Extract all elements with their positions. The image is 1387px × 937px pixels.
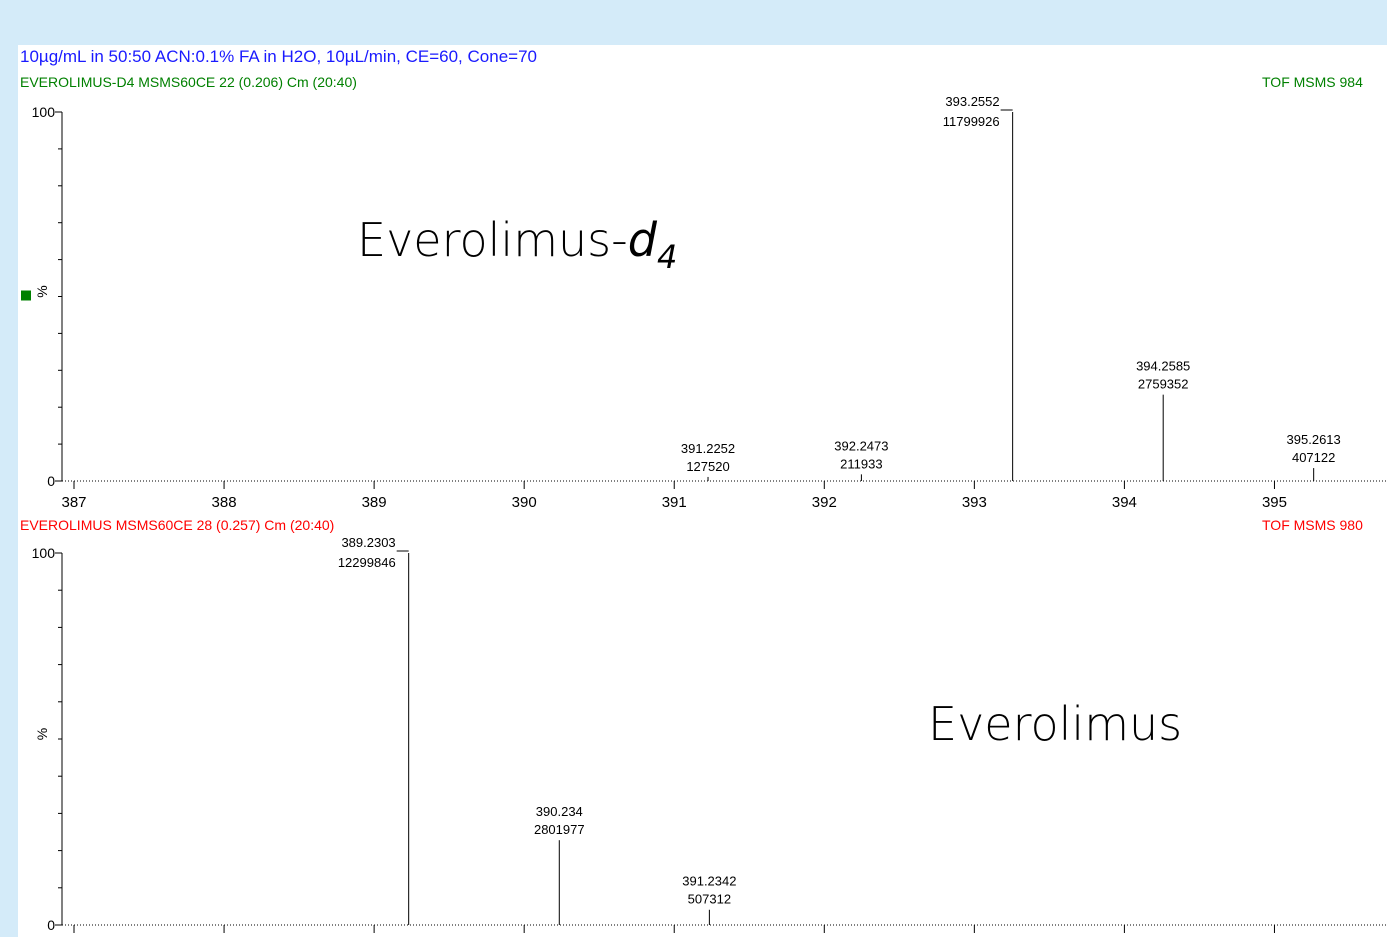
page-title: 10µg/mL in 50:50 ACN:0.1% FA in H2O, 10µ… — [20, 47, 537, 66]
annotation-italic: d — [628, 213, 658, 267]
x-tick-label: 387 — [61, 494, 86, 511]
peak-count-label: 2759352 — [1138, 377, 1189, 392]
peak-count-label: 507312 — [688, 892, 731, 907]
peak-mz-label: 391.2252 — [681, 441, 735, 456]
annotation-subscript: 4 — [657, 238, 677, 276]
annotation-text: Everolimus — [928, 697, 1182, 751]
peak-mz-label: 392.2473 — [834, 438, 888, 453]
peak-count-label: 211933 — [840, 456, 882, 471]
peak-mz-label: 393.2552 — [945, 94, 999, 109]
y-axis-label: % — [34, 728, 50, 740]
compound-annotation: Everolimus-d4 — [357, 213, 677, 276]
peak-count-label: 407122 — [1292, 450, 1335, 465]
peak-count-label: 11799926 — [943, 114, 1000, 129]
x-tick-label: 395 — [1262, 494, 1287, 511]
annotation-text: Everolimus- — [357, 213, 628, 267]
subtitle: EVEROLIMUS-D4 MSMS60CE 22 (0.206) Cm (20… — [20, 74, 357, 90]
y-tick-label: 0 — [47, 473, 55, 489]
x-tick-label: 392 — [812, 494, 837, 511]
x-tick-label: 389 — [362, 494, 387, 511]
peak-count-label: 12299846 — [338, 555, 396, 570]
instrument-label: TOF MSMS 984 — [1262, 74, 1363, 90]
y-tick-label: 0 — [47, 917, 55, 933]
peak-mz-label: 389.2303 — [341, 535, 395, 550]
y-tick-label: 100 — [32, 545, 56, 561]
peak-count-label: 127520 — [686, 459, 729, 474]
peak-mz-label: 390.234 — [536, 804, 583, 819]
x-tick-label: 393 — [962, 494, 987, 511]
plot-background — [18, 45, 1387, 937]
y-axis-label: % — [34, 285, 50, 297]
legend-marker — [21, 290, 31, 301]
subtitle: EVEROLIMUS MSMS60CE 28 (0.257) Cm (20:40… — [20, 517, 334, 533]
x-tick-label: 394 — [1112, 494, 1137, 511]
peak-mz-label: 394.2585 — [1136, 359, 1190, 374]
x-tick-label: 388 — [212, 494, 237, 511]
peak-count-label: 2801977 — [534, 822, 585, 837]
peak-mz-label: 395.2613 — [1287, 432, 1341, 447]
peak-mz-label: 391.2342 — [682, 874, 736, 889]
instrument-label: TOF MSMS 980 — [1262, 517, 1363, 533]
compound-annotation: Everolimus — [928, 697, 1182, 751]
y-tick-label: 100 — [32, 104, 56, 120]
x-tick-label: 391 — [662, 494, 687, 511]
x-tick-label: 390 — [512, 494, 537, 511]
